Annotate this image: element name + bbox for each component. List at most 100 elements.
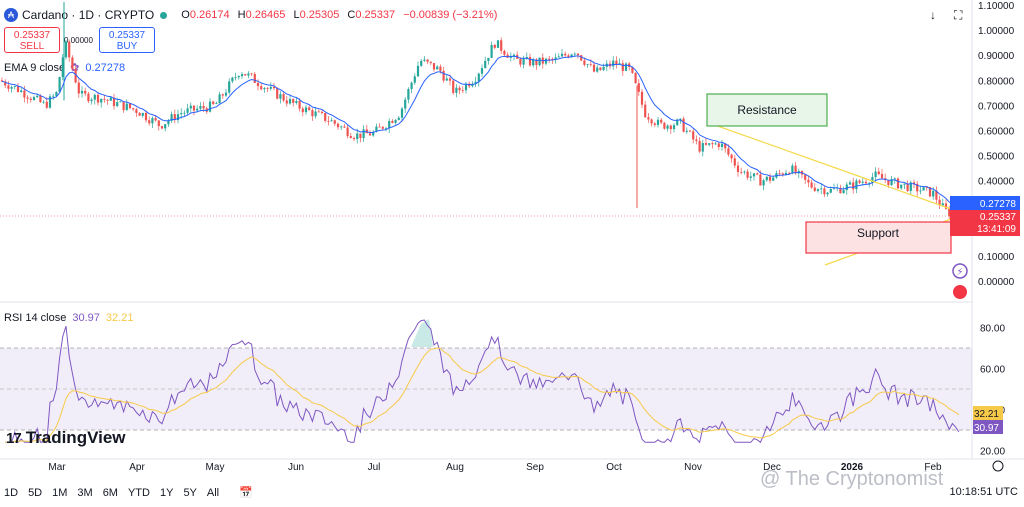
candle-body (218, 94, 221, 104)
candle-body (58, 77, 61, 92)
fullscreen-icon[interactable]: ⛶ (954, 8, 963, 22)
candle-body (356, 133, 359, 140)
candle-body (420, 60, 423, 66)
candle-body (756, 173, 759, 175)
ema-legend[interactable]: EMA 9 close ✿ 0.27278 (4, 61, 125, 75)
time-axis-label: Feb (924, 462, 942, 473)
candle-body (493, 44, 496, 48)
time-axis: Mar Apr May Jun Jul Aug Sep Oct Nov Dec 2026 Feb (48, 462, 942, 473)
tf-5d[interactable]: 5D (28, 486, 43, 499)
candle-body (288, 99, 292, 104)
price-axis-label: 0.00000 (978, 277, 1015, 288)
tf-1d[interactable]: 1D (4, 486, 19, 499)
close-price-tag (950, 210, 1020, 236)
price-axis-label: 0.80000 (978, 76, 1015, 87)
date-range-icon[interactable]: 📅 (239, 487, 253, 499)
candle-body (180, 113, 183, 115)
rsi-legend[interactable]: RSI 14 close 30.97 32.21 (4, 312, 133, 324)
candle-body (624, 63, 628, 71)
price-axis-label: 0.50000 (978, 152, 1015, 163)
candle-body (720, 143, 724, 147)
candle-body (320, 111, 324, 114)
candle-body (631, 67, 634, 73)
candle-body (125, 103, 128, 111)
candle-body (109, 97, 112, 101)
candle-body (813, 187, 816, 191)
market-status-icon (160, 11, 168, 19)
candle-body (896, 178, 900, 189)
candle-body (564, 53, 567, 56)
candle-body (164, 124, 167, 129)
clock[interactable]: 10:18:51 UTC (949, 486, 1018, 498)
candle-body (304, 107, 308, 113)
candle-body (916, 183, 919, 192)
candle-body (688, 130, 692, 132)
sell-button[interactable]: 0.25337 SELL (4, 27, 60, 53)
candle-body (52, 95, 55, 97)
candle-body (160, 126, 164, 129)
candle-body (260, 86, 263, 90)
time-axis-label: Jul (368, 462, 381, 473)
candle-body (346, 127, 349, 137)
candle-body (615, 60, 618, 65)
tf-6m[interactable]: 6M (102, 486, 118, 499)
time-axis-label: Sep (526, 462, 544, 473)
candle-body (448, 78, 452, 81)
candle-body (432, 63, 436, 70)
tf-1m[interactable]: 1M (52, 486, 68, 499)
candle-body (912, 182, 916, 184)
rsi-label: RSI 14 close (4, 312, 67, 324)
candle-body (544, 58, 548, 64)
candle-body (762, 180, 765, 186)
candle-body (276, 88, 279, 99)
candle-body (602, 66, 605, 71)
candle-body (519, 58, 522, 65)
candle-body (61, 57, 64, 78)
candle-body (647, 117, 650, 120)
tf-1y[interactable]: 1Y (159, 486, 174, 499)
candle-body (752, 173, 756, 177)
candle-body (119, 101, 122, 103)
candle-body (477, 73, 480, 82)
indicator-settings-icon[interactable]: ✿ (70, 62, 80, 74)
cardano-logo-icon: ₳ (4, 8, 18, 22)
candle-body (404, 99, 407, 109)
candle-body (784, 172, 788, 175)
tf-3m[interactable]: 3M (77, 486, 93, 499)
rsi-line (5, 319, 960, 444)
candle-body (279, 94, 282, 99)
candle-body (352, 137, 356, 140)
tf-all[interactable]: All (206, 486, 220, 499)
candle-body (202, 106, 205, 109)
candle-body (621, 63, 624, 71)
candle-body (266, 88, 269, 89)
rsi-axis-label: 20.00 (980, 447, 1005, 458)
candle-body (855, 180, 858, 190)
candle-body (100, 98, 103, 103)
candle-body (612, 60, 615, 67)
tradingview-logo[interactable]: 17 TradingView (6, 428, 126, 448)
candle-body (701, 143, 704, 152)
candle-body (285, 100, 288, 104)
tf-5y[interactable]: 5Y (183, 486, 197, 499)
candle-body (909, 182, 912, 191)
candle-body (10, 87, 13, 89)
candle-body (903, 183, 906, 185)
download-icon[interactable]: ↓ (930, 8, 936, 22)
candle-body (749, 176, 752, 178)
tf-ytd[interactable]: YTD (127, 486, 150, 499)
buy-button[interactable]: 0.25337 BUY (99, 27, 155, 53)
candle-body (135, 109, 138, 113)
symbol-title[interactable]: Cardano · 1D · CRYPTO (22, 8, 155, 22)
candle-body (144, 112, 148, 121)
candle-body (0, 80, 4, 82)
candle-body (234, 77, 237, 79)
candle-body (74, 69, 77, 83)
lightning-glyph: ⚡ (956, 267, 963, 278)
candle-body (436, 66, 439, 70)
support-label: Support (857, 226, 900, 240)
candle-body (186, 108, 189, 113)
us-flag-icon (953, 285, 967, 299)
